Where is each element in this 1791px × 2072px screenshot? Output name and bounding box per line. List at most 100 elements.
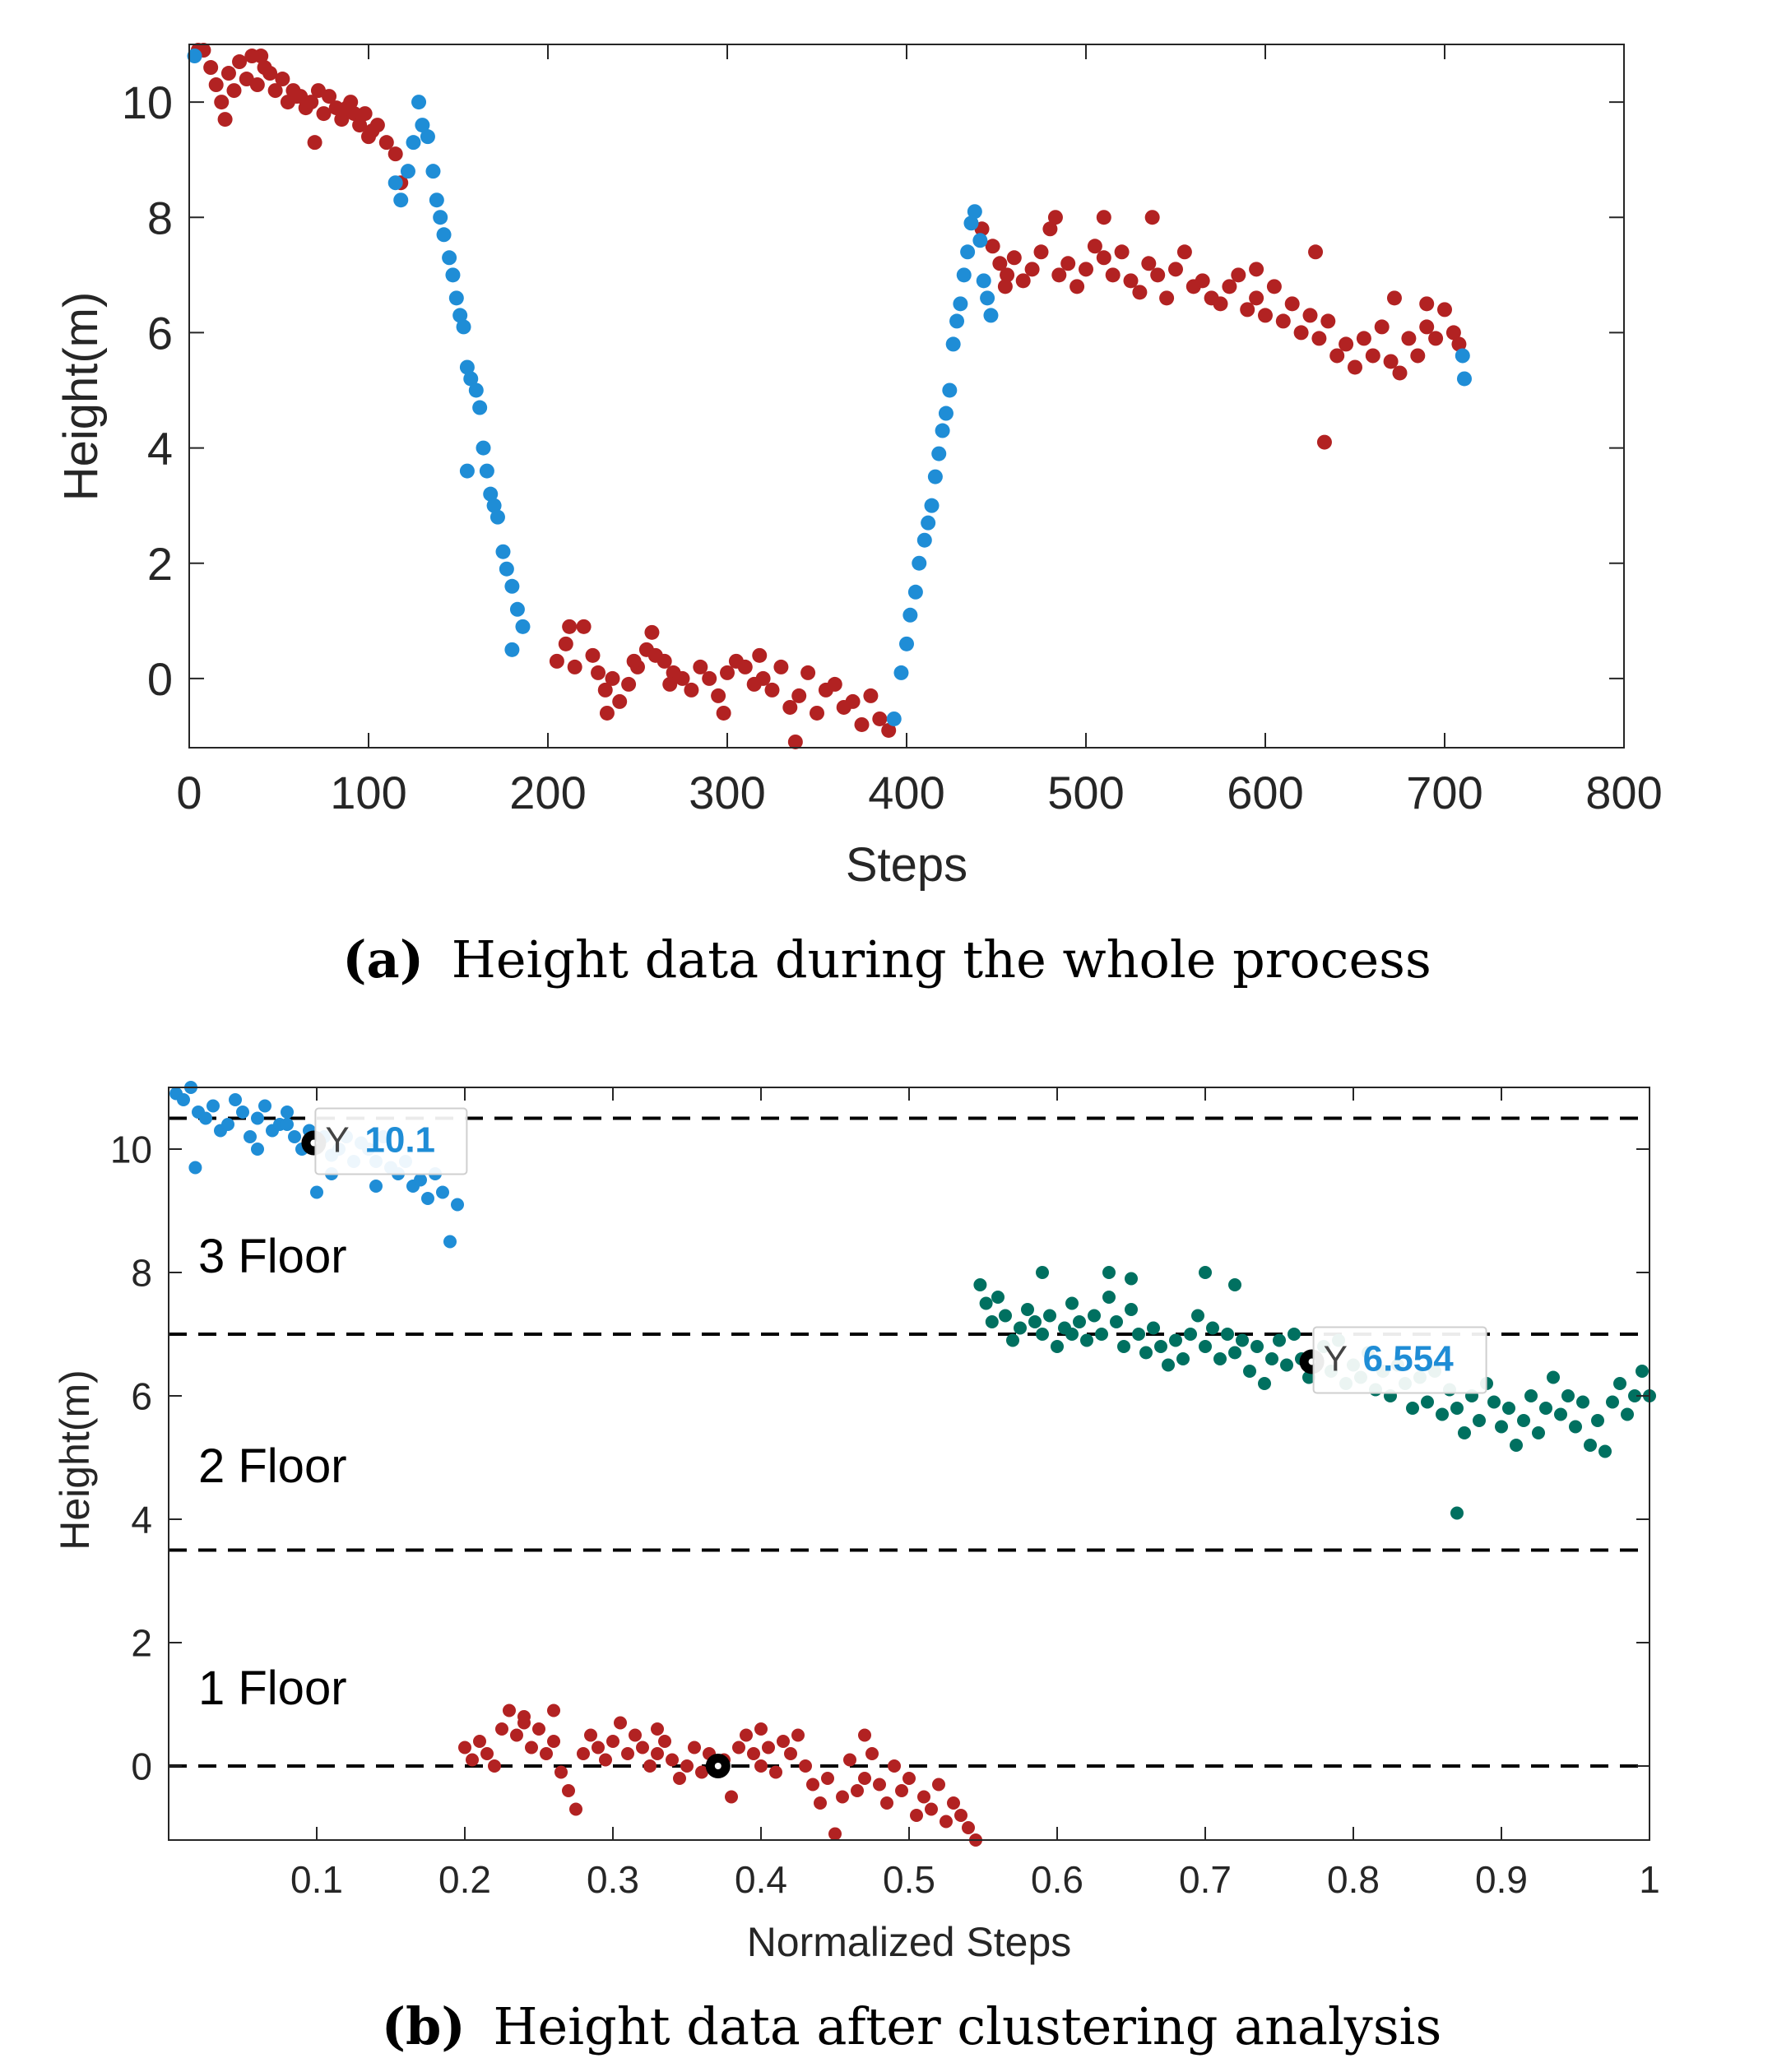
chart-b-point bbox=[1517, 1414, 1530, 1427]
chart-b-point bbox=[281, 1118, 294, 1131]
chart-a-point bbox=[693, 659, 708, 674]
chart-a-point bbox=[585, 647, 601, 663]
chart-a-point bbox=[872, 711, 888, 726]
chart-a-point bbox=[787, 734, 803, 749]
chart-b-point bbox=[251, 1143, 264, 1156]
chart-b-point bbox=[1117, 1340, 1130, 1353]
chart-b-point bbox=[985, 1315, 999, 1328]
chart-b-point bbox=[614, 1716, 627, 1730]
chart-a-point bbox=[907, 584, 923, 600]
chart-b-point bbox=[1421, 1395, 1434, 1409]
chart-a-point bbox=[448, 290, 464, 306]
chart-b-point bbox=[1102, 1266, 1116, 1279]
chart-a-point bbox=[562, 619, 578, 634]
chart-a-point bbox=[773, 659, 789, 674]
chart-a-point bbox=[322, 89, 337, 104]
caption-a: (a) Height data during the whole process bbox=[342, 929, 1431, 990]
chart-a-point bbox=[1348, 359, 1362, 375]
chart-b-point bbox=[999, 1309, 1012, 1323]
chart-a-point bbox=[1213, 296, 1228, 312]
chart-b-xlabel: Normalized Steps bbox=[747, 1919, 1072, 1965]
chart-a-point bbox=[1006, 250, 1022, 266]
chart-a-point bbox=[400, 164, 415, 179]
chart-a-point bbox=[504, 578, 520, 594]
chart-b-point bbox=[488, 1759, 501, 1773]
chart-b-point bbox=[1243, 1365, 1256, 1378]
chart-a-point bbox=[1419, 319, 1435, 335]
chart-b-datatip-box bbox=[314, 1107, 468, 1175]
chart-a-point bbox=[924, 498, 940, 513]
chart-b-point bbox=[199, 1111, 212, 1125]
chart-b-point bbox=[865, 1747, 879, 1760]
chart-b-point bbox=[1006, 1333, 1019, 1347]
chart-b-datatip-box bbox=[1312, 1326, 1487, 1394]
chart-a-point bbox=[208, 77, 224, 93]
chart-b-point bbox=[1065, 1328, 1079, 1341]
chart-a-point bbox=[1311, 331, 1327, 346]
chart-a-point bbox=[187, 49, 202, 64]
chart-a-point bbox=[935, 423, 950, 438]
chart-a-point bbox=[967, 204, 982, 220]
chart-b-point bbox=[1088, 1309, 1101, 1323]
chart-a-point bbox=[343, 95, 359, 110]
chart-b-point bbox=[643, 1759, 657, 1773]
chart-b-point bbox=[599, 1753, 612, 1767]
chart-b-point bbox=[1236, 1333, 1249, 1347]
chart-b-point bbox=[695, 1765, 708, 1779]
chart-a-point bbox=[1437, 302, 1452, 318]
chart-a-point bbox=[657, 653, 672, 669]
chart-a-point bbox=[881, 722, 897, 738]
chart-a-point bbox=[433, 210, 448, 225]
chart-a-point bbox=[591, 665, 606, 680]
chart-b-point bbox=[1576, 1395, 1589, 1409]
chart-a-point bbox=[1222, 279, 1237, 294]
chart-a-ytick-label: 4 bbox=[147, 423, 173, 475]
chart-a-point bbox=[1419, 296, 1435, 312]
chart-a-point bbox=[1383, 354, 1399, 369]
chart-a-point bbox=[916, 532, 932, 548]
chart-b-point bbox=[910, 1809, 923, 1822]
chart-b-point bbox=[1561, 1389, 1575, 1402]
chart-b-point bbox=[466, 1753, 479, 1767]
chart-a-point bbox=[1141, 256, 1157, 271]
chart-a-point bbox=[1320, 313, 1336, 329]
chart-a-point bbox=[902, 607, 918, 623]
chart-a-point bbox=[1284, 296, 1300, 312]
chart-a-ytick-label: 2 bbox=[147, 538, 173, 590]
chart-b-point bbox=[732, 1741, 745, 1754]
chart-b-datatip[interactable]: Y 10.1 bbox=[314, 1107, 468, 1175]
chart-a-point bbox=[1132, 285, 1148, 300]
chart-a-xtick-label: 400 bbox=[868, 767, 944, 818]
chart-a-ytick-label: 6 bbox=[147, 308, 173, 359]
chart-b-point bbox=[1125, 1272, 1138, 1286]
chart-b-point bbox=[666, 1753, 679, 1767]
chart-b-point bbox=[1184, 1328, 1197, 1341]
chart-b-point bbox=[973, 1278, 987, 1291]
chart-a-point bbox=[800, 665, 816, 680]
chart-a-point bbox=[361, 129, 376, 145]
chart-b-point bbox=[880, 1796, 893, 1810]
chart-b-point bbox=[1280, 1358, 1293, 1372]
chart-a-point bbox=[1123, 273, 1139, 289]
chart-b-point bbox=[740, 1728, 753, 1742]
chart-b-datatip[interactable]: Y 6.554 bbox=[1312, 1326, 1487, 1394]
chart-b-point bbox=[1132, 1328, 1145, 1341]
chart-a-point bbox=[956, 267, 972, 283]
chart-b-point bbox=[784, 1747, 797, 1760]
chart-a-point bbox=[567, 659, 582, 674]
chart-a-point bbox=[782, 699, 798, 715]
chart-a-point bbox=[1401, 331, 1417, 346]
chart-b-point bbox=[310, 1185, 323, 1199]
chart-b-ytick-label: 0 bbox=[131, 1745, 152, 1788]
chart-a-point bbox=[985, 239, 1000, 254]
chart-b-point bbox=[1206, 1321, 1219, 1335]
chart-b-point bbox=[895, 1784, 908, 1797]
chart-a-point bbox=[976, 273, 991, 289]
chart-b-point bbox=[1110, 1315, 1123, 1328]
chart-b-point bbox=[1524, 1389, 1538, 1402]
chart-a-xtick-label: 500 bbox=[1047, 767, 1124, 818]
chart-a-point bbox=[387, 146, 403, 162]
chart-a-point bbox=[1456, 371, 1472, 387]
chart-b-point bbox=[1191, 1309, 1204, 1323]
